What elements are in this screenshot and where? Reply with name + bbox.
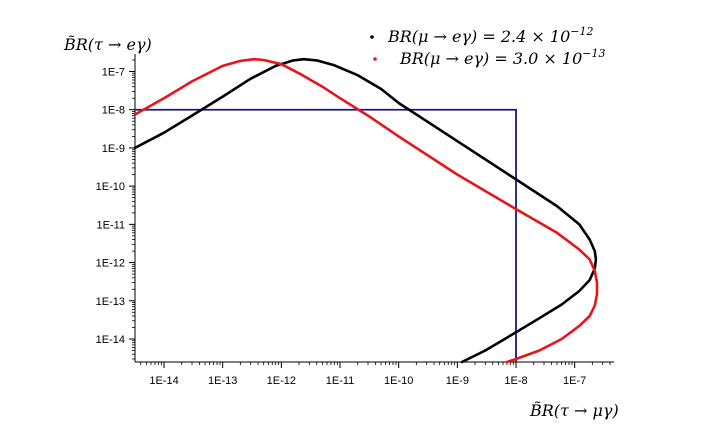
series: [133, 57, 599, 364]
legend-exponent: −12: [570, 25, 593, 38]
legend-label-1: BR(μ → eγ) = 2.4 × 10−12: [387, 25, 593, 46]
y-tick-label: 1E-8: [102, 105, 125, 117]
x-tick-label: 1E-8: [504, 375, 527, 387]
experimental-limit-box: [135, 108, 517, 362]
legend-label-2: BR(μ → eγ) = 3.0 × 10−13: [399, 47, 605, 68]
y-tick-label: 1E-14: [96, 334, 125, 346]
x-tick-label: 1E-12: [267, 375, 296, 387]
y-tick-label: 1E-12: [96, 258, 125, 270]
y-tick-label: 1E-13: [96, 296, 125, 308]
y-axis-title: B̃R(τ → eγ): [63, 35, 152, 54]
x-tick-label: 1E-9: [446, 375, 469, 387]
y-tick-label: 1E-11: [96, 219, 125, 231]
series-line-1: [133, 57, 598, 364]
x-tick-label: 1E-13: [208, 375, 237, 387]
x-tick-label: 1E-11: [326, 375, 355, 387]
x-tick-label: 1E-7: [563, 375, 586, 387]
series-line-2: [133, 57, 599, 364]
legend-marker-1: [370, 35, 374, 39]
ticks: 1E-14 1E-13 1E-12 1E-11 1E-10 1E-9 1E-8 1E-7 1E-…: [96, 59, 611, 387]
y-tick-label: 1E-9: [102, 143, 125, 155]
annotations: [135, 108, 517, 362]
x-axis-title: B̃R(τ → μγ): [529, 401, 619, 420]
axes: [134, 54, 614, 363]
y-tick-label: 1E-10: [96, 181, 125, 193]
legend-exponent: −13: [582, 47, 605, 60]
legend-marker-2: [373, 57, 377, 61]
x-tick-label: 1E-14: [149, 375, 178, 387]
x-tick-label: 1E-10: [384, 375, 413, 387]
y-tick-label: 1E-7: [102, 67, 125, 79]
